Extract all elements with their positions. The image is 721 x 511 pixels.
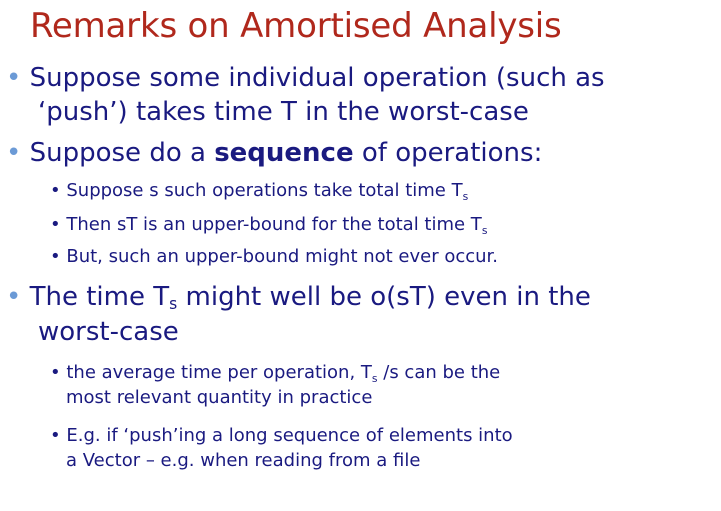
bullet-3-line-2: worst-case — [38, 317, 179, 347]
subscript: s — [169, 295, 178, 313]
bullet-1-cont: ‘push’) takes time T in the worst-case — [6, 96, 529, 129]
bullet-2: • Suppose do a sequence of operations: — [6, 137, 542, 170]
slide-title: Remarks on Amortised Analysis — [30, 6, 562, 46]
sub-bullet-4: • the average time per operation, Ts /s … — [50, 360, 500, 385]
bullet-3-text-post: might well be o(sT) even in the — [177, 282, 591, 312]
bullet-1: • Suppose some individual operation (suc… — [6, 62, 605, 95]
bullet-2-text-post: of operations: — [353, 138, 543, 168]
sub-bullet-dot: • — [50, 180, 61, 201]
sub-bullet-3: • But, such an upper-bound might not eve… — [50, 244, 498, 269]
bullet-3-text-pre: The time T — [29, 282, 170, 312]
subscript: s — [481, 224, 488, 237]
bullet-3-cont: worst-case — [6, 316, 179, 349]
subscript: s — [462, 190, 469, 203]
sub-bullet-2: • Then sT is an upper-bound for the tota… — [50, 212, 487, 237]
sub-bullet-2-text: Then sT is an upper-bound for the total … — [66, 214, 482, 235]
sub-bullet-4-cont: most relevant quantity in practice — [50, 385, 372, 410]
sub-bullet-dot: • — [50, 246, 61, 267]
bullet-2-text-pre: Suppose do a — [29, 138, 215, 168]
sub-bullet-dot: • — [50, 214, 61, 235]
sub-bullet-dot: • — [50, 425, 61, 446]
bullet-dot: • — [6, 138, 22, 168]
bullet-3: • The time Ts might well be o(sT) even i… — [6, 281, 591, 314]
sub-bullet-4-text-post: /s can be the — [377, 362, 501, 383]
bullet-dot: • — [6, 282, 22, 312]
bullet-1-line-1: Suppose some individual operation (such … — [29, 63, 605, 93]
sub-bullet-1: • Suppose s such operations take total t… — [50, 178, 468, 203]
sub-bullet-1-text: Suppose s such operations take total tim… — [66, 180, 463, 201]
sub-bullet-dot: • — [50, 362, 61, 383]
sub-bullet-4-line-2: most relevant quantity in practice — [66, 387, 373, 408]
sub-bullet-3-text: But, such an upper-bound might not ever … — [66, 246, 499, 267]
bullet-2-bold: sequence — [214, 138, 354, 168]
sub-bullet-5-cont: a Vector – e.g. when reading from a file — [50, 448, 420, 473]
subscript: s — [371, 372, 378, 385]
sub-bullet-4-text-pre: the average time per operation, T — [66, 362, 372, 383]
bullet-dot: • — [6, 63, 22, 93]
sub-bullet-5-line-1: E.g. if ‘push’ing a long sequence of ele… — [66, 425, 513, 446]
sub-bullet-5: • E.g. if ‘push’ing a long sequence of e… — [50, 423, 513, 448]
bullet-1-line-2: ‘push’) takes time T in the worst-case — [38, 97, 529, 127]
sub-bullet-5-line-2: a Vector – e.g. when reading from a file — [66, 450, 421, 471]
